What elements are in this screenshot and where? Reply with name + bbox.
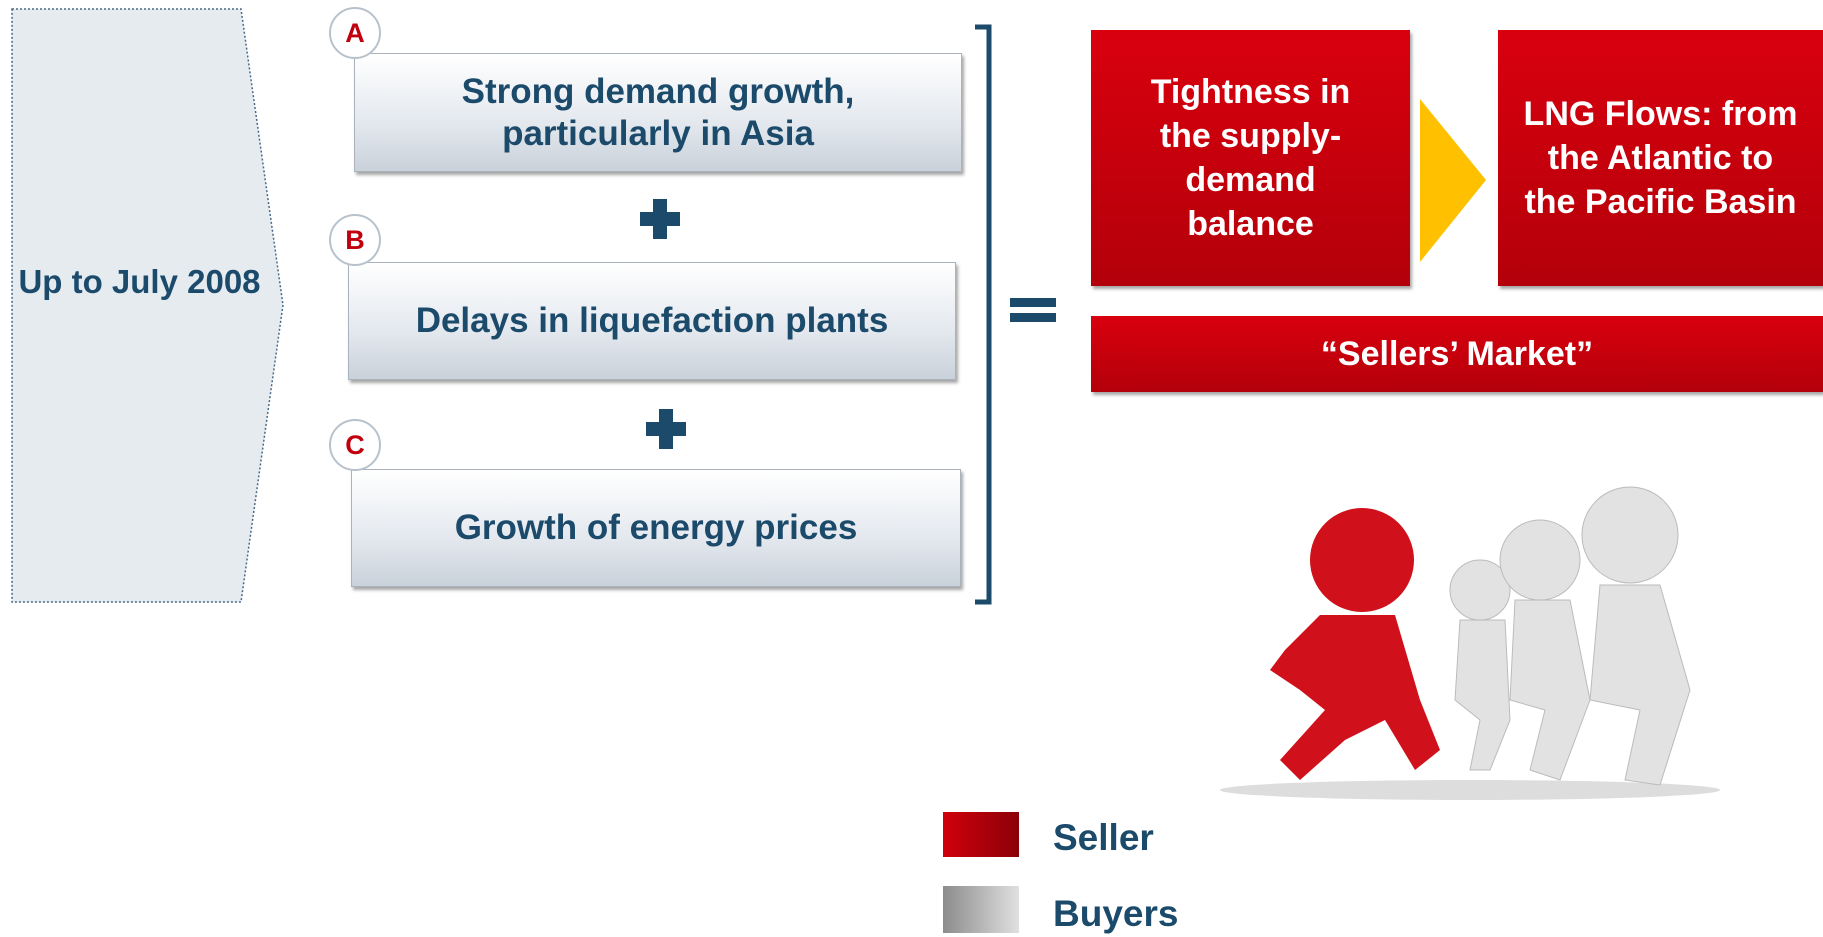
period-label: Up to July 2008 [18, 263, 261, 300]
factor-letter: C [329, 419, 381, 471]
period-arrow [11, 8, 284, 603]
yellow-arrow [1420, 99, 1486, 262]
result-box: LNG Flows: from the Atlantic to the Paci… [1498, 30, 1823, 286]
factor-box: Strong demand growth, particularly in As… [354, 53, 962, 172]
market-bar: “Sellers’ Market” [1091, 316, 1823, 392]
result-box: Tightness in the supply-demand balance [1091, 30, 1410, 286]
equals [1010, 298, 1056, 322]
legend-label: Buyers [1053, 893, 1179, 934]
plus-2 [646, 409, 686, 449]
buyer-figures [1449, 486, 1691, 786]
legend-swatch-seller [943, 812, 1019, 857]
legend-label: Seller [1053, 817, 1154, 858]
factor-box: Growth of energy prices [351, 469, 961, 587]
factor-letter: B [329, 214, 381, 266]
factor-letter: A [329, 7, 381, 59]
plus-1 [640, 199, 680, 239]
shadow [1220, 780, 1720, 800]
seller-figure [1270, 508, 1440, 780]
bracket [975, 24, 992, 605]
legend-swatch-buyers [943, 886, 1019, 933]
factor-box: Delays in liquefaction plants [348, 262, 956, 380]
